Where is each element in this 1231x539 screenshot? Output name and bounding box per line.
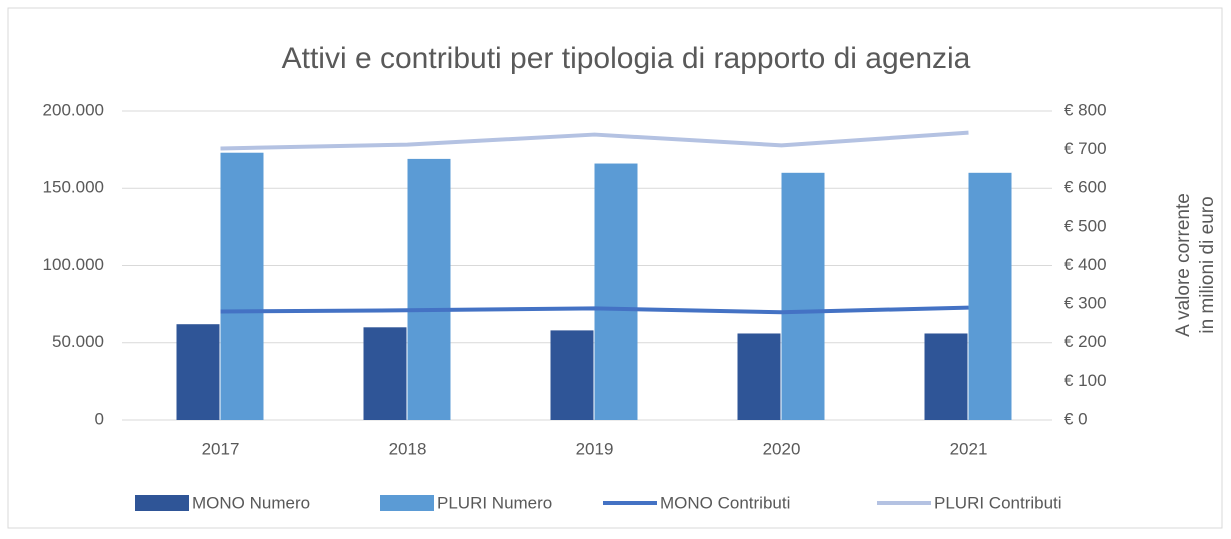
y-tick-label: 50.000 [52,332,104,351]
y2-tick-label: € 800 [1064,100,1107,119]
bar [363,327,407,420]
line [220,130,969,151]
bar [407,158,451,420]
chart-title: Attivi e contributi per tipologia di rap… [282,42,971,75]
bar [594,163,638,420]
legend-label: PLURI Numero [437,493,552,512]
legend-label: MONO Contributi [660,493,790,512]
x-tick-label: 2020 [763,439,801,458]
bar [737,333,781,420]
x-tick-label: 2017 [202,439,240,458]
y2-tick-label: € 200 [1064,332,1107,351]
line [220,305,969,315]
y2-tick-label: € 700 [1064,139,1107,158]
y2-axis-label: in milioni di euro [1197,196,1218,333]
y2-tick-label: € 300 [1064,294,1107,313]
bar [550,330,594,420]
y-tick-label: 200.000 [43,100,104,119]
bar [924,333,968,420]
y-tick-label: 0 [95,409,104,428]
bar [176,324,220,420]
y2-tick-label: € 400 [1064,255,1107,274]
y2-tick-label: € 0 [1064,409,1088,428]
legend-swatch [380,495,434,511]
bar [781,172,825,420]
x-tick-label: 2018 [389,439,427,458]
bar [968,172,1012,420]
y2-axis-label: A valore corrente [1173,193,1194,337]
legend-swatch [135,495,189,511]
y2-tick-label: € 100 [1064,371,1107,390]
y2-tick-label: € 500 [1064,216,1107,235]
bar [220,152,264,420]
y-tick-label: 100.000 [43,255,104,274]
legend-label: PLURI Contributi [934,493,1062,512]
y2-tick-label: € 600 [1064,178,1107,197]
legend-label: MONO Numero [192,493,310,512]
x-tick-label: 2019 [576,439,614,458]
y-tick-label: 150.000 [43,178,104,197]
x-tick-label: 2021 [950,439,988,458]
